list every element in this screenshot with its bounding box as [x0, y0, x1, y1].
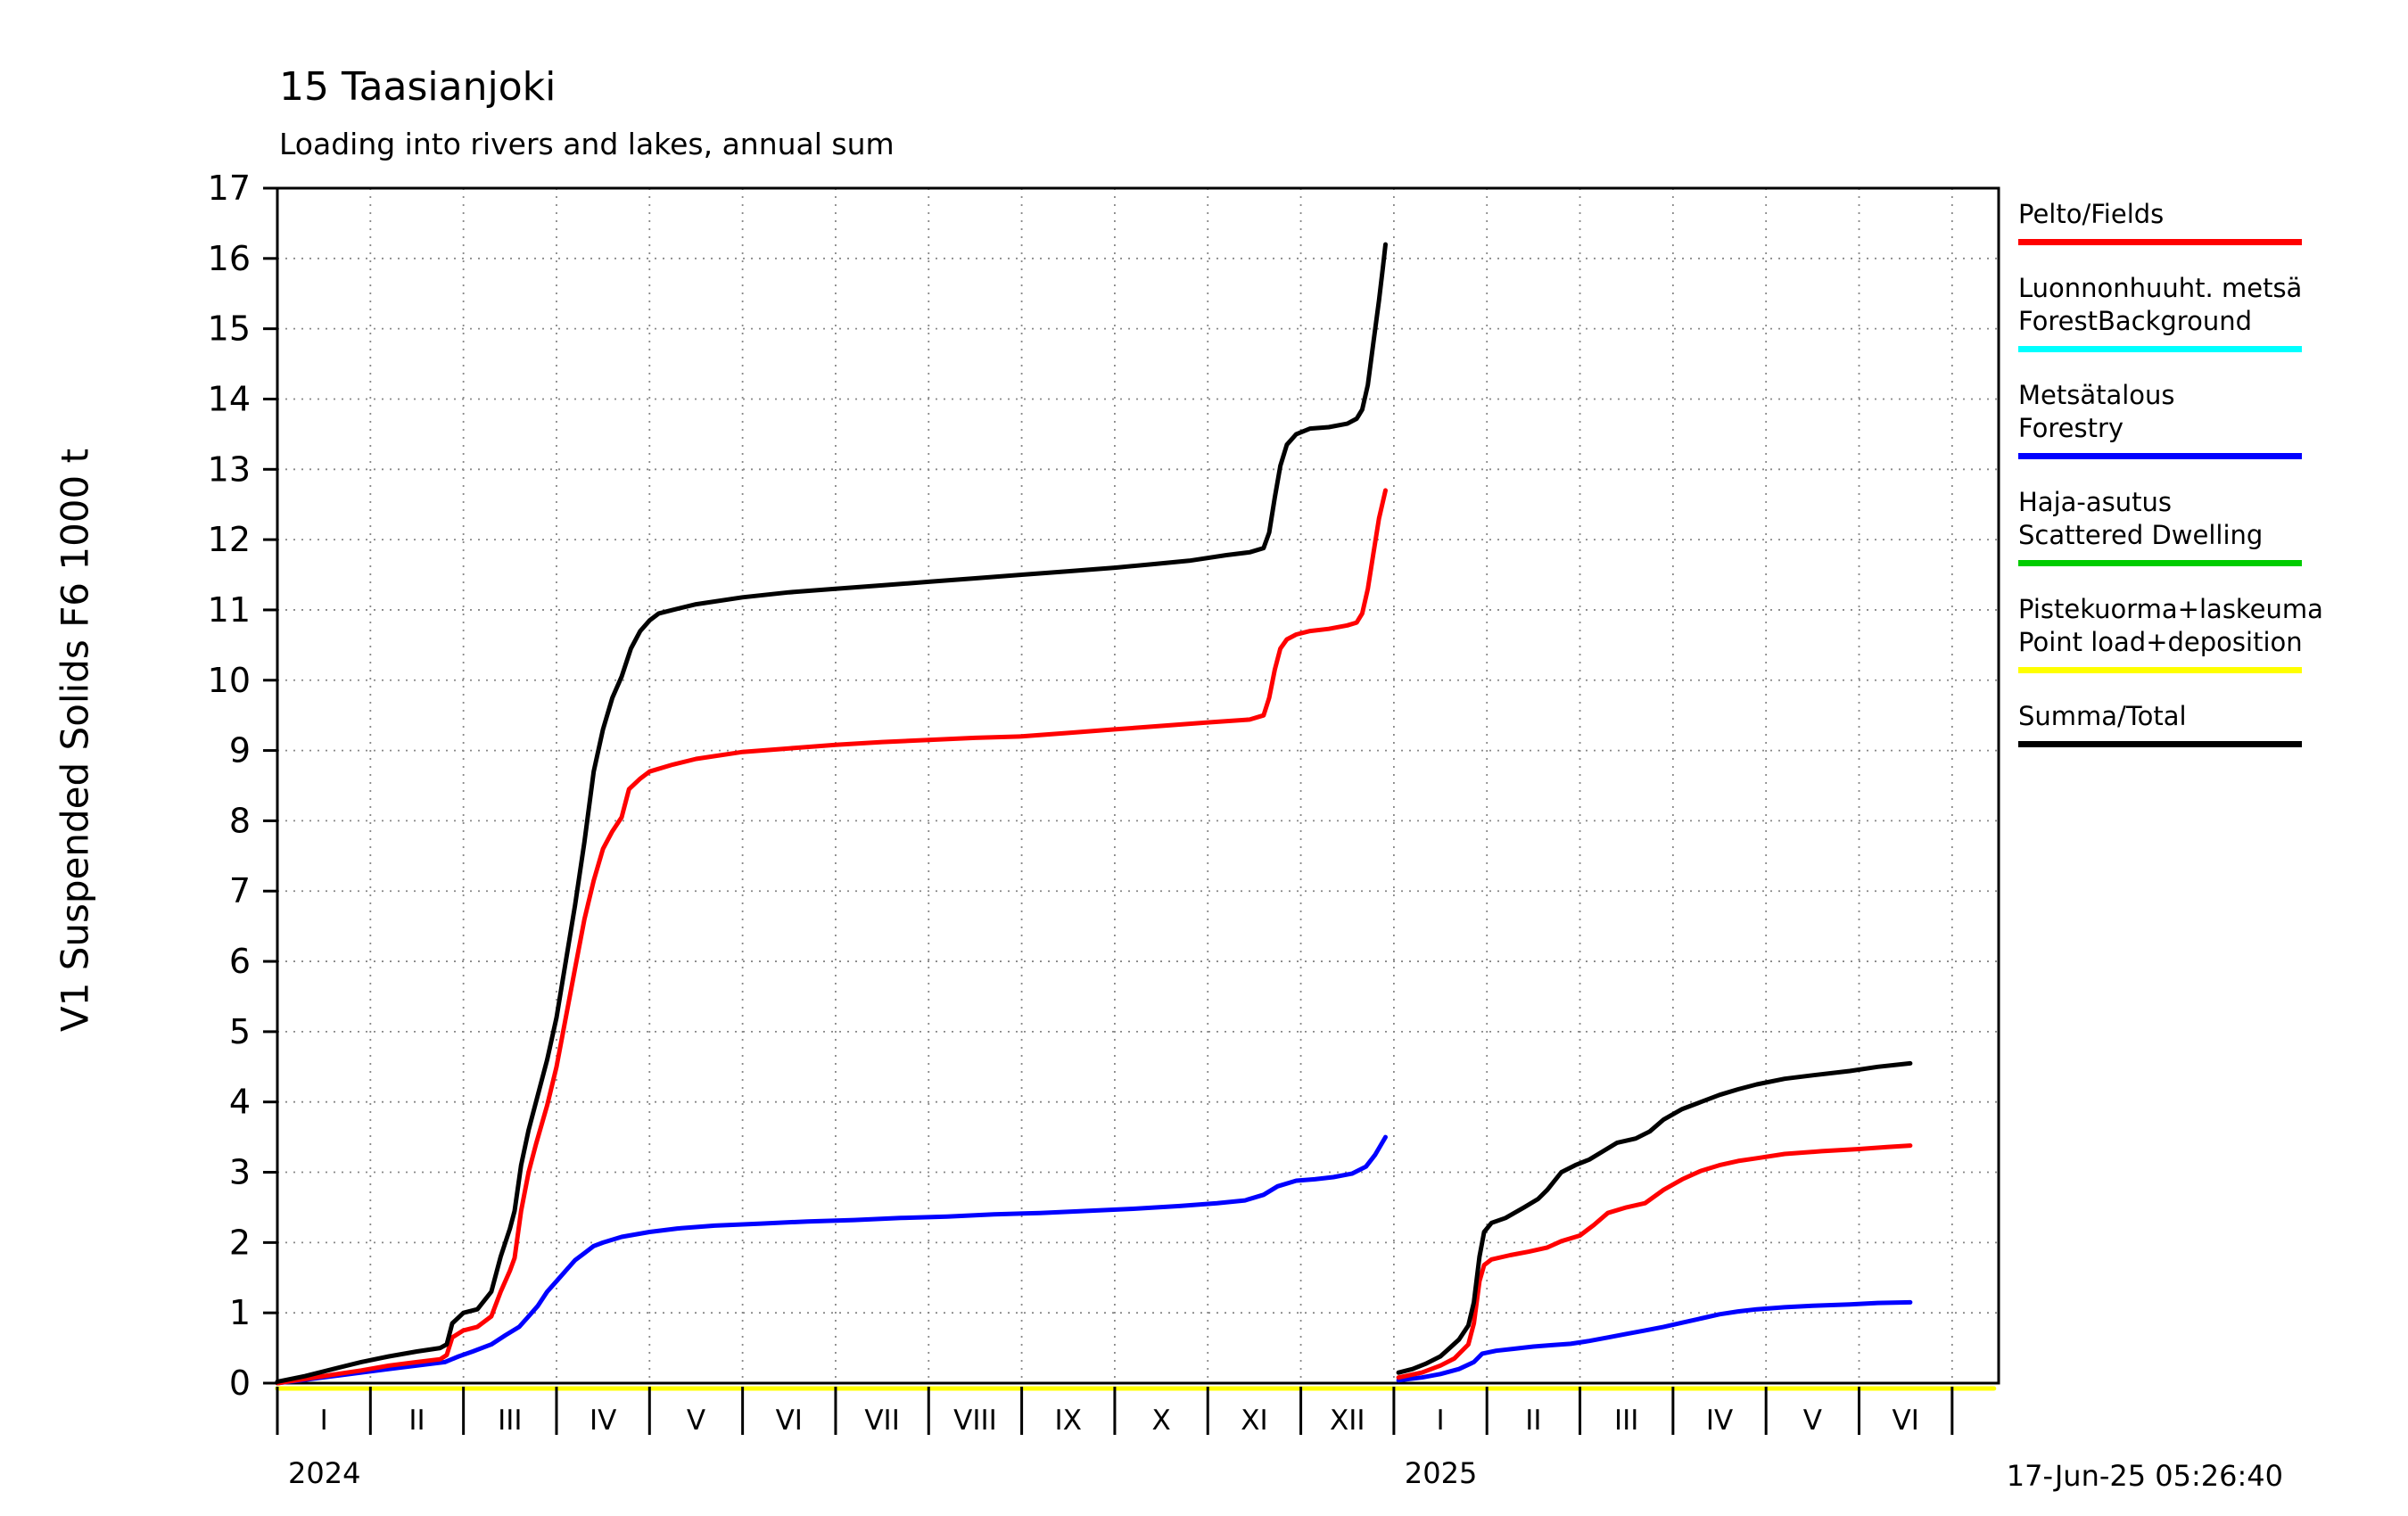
- y-tick-label: 12: [208, 520, 251, 559]
- y-tick-label: 1: [229, 1293, 251, 1332]
- grid: [277, 188, 1999, 1383]
- x-tick-label: VIII: [953, 1405, 997, 1437]
- x-tick-label: II: [1525, 1405, 1541, 1437]
- legend-label: Haja-asutus: [2018, 487, 2172, 517]
- legend-label: Scattered Dwelling: [2018, 520, 2264, 550]
- legend-label: Pelto/Fields: [2018, 199, 2165, 229]
- x-tick-label: I: [1436, 1405, 1444, 1437]
- x-tick-label: VII: [864, 1405, 900, 1437]
- y-tick-label: 3: [229, 1153, 251, 1192]
- timestamp: 17-Jun-25 05:26:40: [2006, 1459, 2283, 1493]
- legend-label: Pistekuorma+laskeuma: [2018, 594, 2323, 624]
- y-tick-label: 9: [229, 731, 251, 770]
- x-tick-label: IX: [1055, 1405, 1082, 1437]
- legend-color-bar: [2018, 346, 2302, 352]
- y-tick-label: 16: [208, 239, 251, 278]
- legend-color-bar: [2018, 453, 2302, 459]
- legend-label: Point load+deposition: [2018, 627, 2303, 657]
- legend-item-total: Summa/Total: [2018, 700, 2321, 747]
- legend-item-fields: Pelto/Fields: [2018, 198, 2321, 245]
- x-tick-label: VI: [776, 1405, 803, 1437]
- legend-label: ForestBackground: [2018, 306, 2253, 336]
- year-label: 2025: [1405, 1456, 1477, 1490]
- legend-label: Summa/Total: [2018, 701, 2187, 731]
- legend: Pelto/Fields Luonnonhuuht. metsä ForestBac…: [2018, 198, 2323, 774]
- x-tick-label: I: [320, 1405, 328, 1437]
- y-tick-label: 15: [208, 309, 251, 349]
- y-tick-label: 10: [208, 661, 251, 700]
- y-tick-label: 13: [208, 449, 251, 489]
- series-forestry: [275, 1134, 1913, 1386]
- chart-title: 15 Taasianjoki: [279, 64, 557, 110]
- x-axis: I II III IV V VI VII VIII IX X XI XII I II III IV V VI202…: [276, 1387, 1954, 1490]
- y-tick-label: 8: [229, 801, 251, 840]
- y-tick-label: 2: [229, 1223, 251, 1262]
- y-tick-label: 6: [229, 942, 251, 981]
- legend-color-bar: [2018, 741, 2302, 747]
- y-tick-label: 14: [208, 379, 251, 418]
- series-total: [275, 242, 1913, 1384]
- y-tick-label: 7: [229, 871, 251, 910]
- x-tick-label: XII: [1330, 1405, 1365, 1437]
- legend-item-forest-background: Luonnonhuuht. metsä ForestBackground: [2018, 272, 2321, 352]
- x-tick-label: III: [1614, 1405, 1638, 1437]
- legend-item-forestry: Metsätalous Forestry: [2018, 379, 2321, 459]
- y-tick-label: 5: [229, 1012, 251, 1051]
- year-label: 2024: [288, 1456, 360, 1490]
- legend-label: Metsätalous: [2018, 380, 2175, 410]
- x-tick-label: II: [408, 1405, 425, 1437]
- x-tick-label: IV: [1706, 1405, 1733, 1437]
- x-tick-label: XI: [1241, 1405, 1267, 1437]
- legend-color-bar: [2018, 239, 2302, 245]
- y-tick-label: 0: [229, 1364, 251, 1403]
- legend-label: Luonnonhuuht. metsä: [2018, 273, 2303, 303]
- legend-color-bar: [2018, 560, 2302, 566]
- x-tick-label: X: [1151, 1405, 1170, 1437]
- legend-item-point-load: Pistekuorma+laskeuma Point load+depositio…: [2018, 593, 2323, 673]
- x-tick-label: IV: [590, 1405, 616, 1437]
- plot-border: [276, 186, 2000, 1385]
- x-tick-label: VI: [1892, 1405, 1918, 1437]
- x-tick-label: V: [687, 1405, 705, 1437]
- series-fields: [275, 488, 1913, 1386]
- legend-color-bar: [2018, 667, 2302, 673]
- x-tick-label: V: [1803, 1405, 1822, 1437]
- chart-subtitle: Loading into rivers and lakes, annual su…: [279, 127, 895, 161]
- legend-item-scattered-dwelling: Haja-asutus Scattered Dwelling: [2018, 486, 2321, 566]
- y-axis-label: V1 Suspended Solids F6 1000 t: [53, 448, 97, 1033]
- x-tick-label: III: [498, 1405, 522, 1437]
- y-tick-label: 11: [208, 590, 251, 630]
- legend-label: Forestry: [2018, 413, 2124, 443]
- y-tick-label: 4: [229, 1083, 251, 1122]
- y-tick-label: 17: [208, 169, 251, 208]
